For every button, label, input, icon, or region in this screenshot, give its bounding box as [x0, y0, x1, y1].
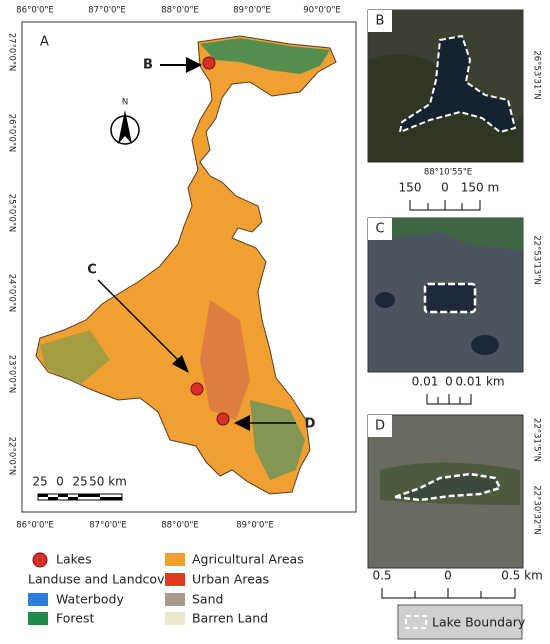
state-shape [35, 35, 337, 495]
label-box [368, 10, 392, 32]
scale-label: 0 [444, 569, 452, 583]
urban-patch [200, 300, 250, 420]
lake-boundary-legend-box [397, 604, 523, 640]
pond [375, 292, 395, 308]
scale-bar [37, 493, 123, 501]
scale-bar [426, 394, 472, 405]
legend-label: Waterbody [56, 592, 124, 607]
lake-marker [190, 382, 204, 396]
lat-label: 25°0'0"N [7, 194, 17, 233]
legend-label: Sand [192, 592, 223, 607]
arrow-head [234, 415, 250, 431]
lake-boundary [394, 472, 502, 502]
scale-label: 150 m [461, 181, 499, 195]
pointer-label: D [305, 417, 316, 432]
legend-label: Barren Land [192, 611, 268, 626]
legend-swatch [28, 612, 48, 625]
lon-label: 88°0'0"E [161, 6, 199, 16]
lon-label: 88°0'0"E [161, 521, 199, 531]
pointer-label: B [143, 58, 153, 73]
legend-swatch [165, 612, 185, 625]
legend-swatch [28, 593, 48, 606]
scale-label: 25 [72, 475, 87, 489]
lake-marker [216, 412, 230, 426]
scale-label: 150 [399, 181, 422, 195]
scale-label: 25 [32, 475, 47, 489]
pointer-arrow [97, 279, 181, 363]
lat-label: 22°31'5"N [532, 418, 542, 462]
legend-label: Forest [56, 611, 94, 626]
lake-boundary [423, 282, 477, 314]
lat-label: 23°0'0"N [7, 355, 17, 394]
scale-label: 0 [56, 475, 64, 489]
forest-patch [40, 330, 110, 385]
legend-label: Agricultural Areas [192, 552, 304, 567]
pointer-label: C [87, 263, 97, 278]
legend-boundary-symbol [405, 615, 427, 629]
panel-label: B [376, 14, 385, 29]
north-arrow [118, 110, 132, 144]
scale-label: 0.01 km [455, 375, 504, 389]
lat-label: 27°0'0"N [7, 33, 17, 72]
scale-label: 0 [445, 375, 453, 389]
north-label: N [122, 98, 128, 108]
lon-label: 86°0'0"E [16, 521, 54, 531]
lat-label: 22°30'32"N [532, 485, 542, 534]
lon-label: 86°0'0"E [16, 6, 54, 16]
legend-label: Urban Areas [192, 572, 269, 587]
panel-label: D [375, 419, 385, 434]
lat-label: 26°53'31"N [532, 50, 542, 99]
scale-label: 0.01 [412, 375, 439, 389]
lake-boundary [398, 34, 517, 134]
lake-marker [202, 56, 216, 70]
lon-label: 87°0'0"E [89, 521, 127, 531]
lon-label: 88°10'55"E [424, 168, 472, 178]
legend-swatch [165, 573, 185, 586]
legend-swatch [165, 593, 185, 606]
forest-patch [200, 38, 330, 74]
lon-label: 89°0'0"E [233, 6, 271, 16]
pond [471, 335, 499, 355]
vegetation [368, 218, 523, 250]
lat-label: 22°0'0"N [7, 437, 17, 476]
panel-label: A [40, 35, 49, 50]
legend-swatch [165, 553, 185, 566]
lat-label: 24°0'0"N [7, 274, 17, 313]
legend-lake-symbol [32, 552, 48, 568]
lon-label: 87°0'0"E [88, 6, 126, 16]
label-box [368, 415, 392, 437]
scale-label: 0 [441, 181, 449, 195]
lon-label: 90°0'0"E [303, 6, 341, 16]
legend-label: Lake Boundary [432, 615, 526, 630]
scale-label: 0.5 km [501, 569, 543, 583]
legend-label: Lakes [56, 552, 92, 567]
scale-bar [409, 200, 481, 211]
forest-patch [250, 400, 305, 480]
scale-label: 50 km [89, 475, 127, 489]
arrow-head [172, 355, 189, 373]
legend-heading: Landuse and Landcover [28, 572, 178, 587]
scale-label: 0.5 [372, 569, 391, 583]
lat-label: 22°53'13"N [532, 235, 542, 284]
label-box [368, 218, 392, 240]
lat-label: 26°0'0"N [7, 114, 17, 153]
lon-label: 89°0'0"E [236, 521, 274, 531]
scale-bar [381, 588, 516, 599]
panel-label: C [375, 222, 384, 237]
arrow-head [186, 57, 202, 73]
